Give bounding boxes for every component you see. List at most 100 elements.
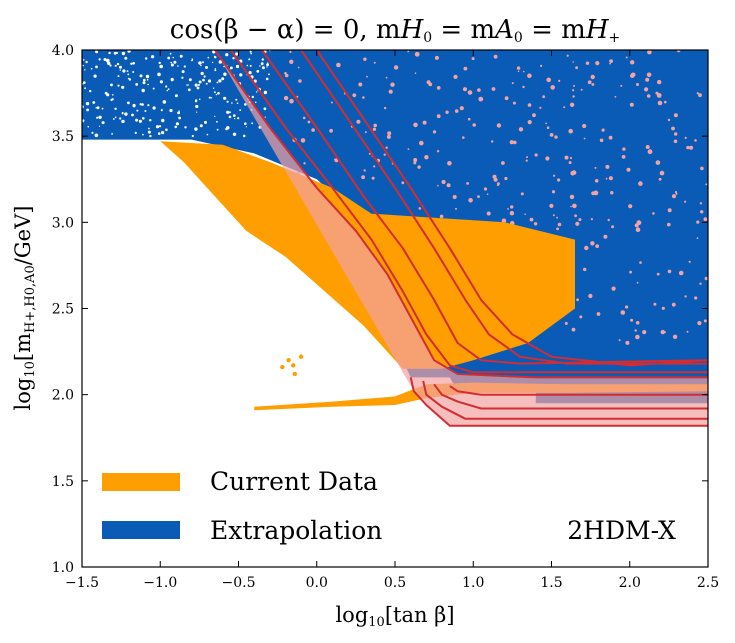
extrapolation-texture-dot (595, 61, 600, 66)
extrapolation-texture-dot (569, 156, 573, 160)
extrapolation-texture-dot (566, 54, 569, 57)
extrapolation-gap-dot (248, 71, 252, 75)
extrapolation-gap-dot (194, 127, 198, 131)
extrapolation-gap-dot (108, 51, 111, 55)
extrapolation-texture-dot (522, 85, 525, 89)
extrapolation-gap-dot (83, 81, 86, 84)
extrapolation-texture-dot (699, 202, 703, 205)
extrapolation-gap-dot (111, 133, 113, 135)
current-data-point (244, 173, 249, 179)
extrapolation-gap-dot (236, 102, 239, 104)
extrapolation-gap-dot (90, 67, 93, 70)
extrapolation-texture-dot (607, 218, 610, 222)
extrapolation-texture-dot (539, 106, 542, 109)
extrapolation-gap-dot (261, 58, 264, 61)
extrapolation-texture-dot (635, 334, 640, 340)
extrapolation-gap-dot (103, 58, 107, 61)
extrapolation-gap-dot (261, 66, 265, 70)
extrapolation-gap-dot (139, 74, 143, 78)
extrapolation-gap-dot (239, 109, 242, 111)
extrapolation-texture-dot (659, 170, 665, 176)
extrapolation-gap-dot (134, 131, 137, 134)
extrapolation-texture-dot (656, 93, 662, 98)
extrapolation-gap-dot (161, 131, 165, 135)
extrapolation-texture-dot (636, 281, 639, 284)
extrapolation-texture-dot (618, 339, 621, 342)
extrapolation-texture-dot (441, 179, 446, 185)
extrapolation-texture-dot (652, 212, 655, 215)
extrapolation-texture-dot (371, 176, 375, 180)
extrapolation-texture-dot (667, 269, 672, 274)
contour-line (229, 50, 708, 374)
extrapolation-texture-dot (608, 176, 614, 181)
extrapolation-texture-dot (509, 140, 514, 145)
extrapolation-texture-dot (390, 82, 395, 87)
extrapolation-texture-dot (518, 127, 524, 132)
extrapolation-texture-dot (419, 140, 424, 146)
extrapolation-gap-dot (145, 57, 148, 60)
extrapolation-gap-dot (203, 75, 206, 78)
current-data-region (160, 50, 708, 426)
extrapolation-texture-dot (646, 94, 651, 98)
extrapolation-texture-dot (407, 50, 410, 53)
y-tick-label: 1.5 (52, 474, 74, 490)
extrapolation-gap-dot (121, 85, 125, 89)
extrapolation-gap-dot (101, 107, 104, 110)
extrapolation-texture-dot (546, 126, 550, 129)
extrapolation-texture-dot (517, 70, 520, 72)
extrapolation-gap-dot (170, 63, 174, 67)
extrapolation-gap-dot (131, 113, 134, 117)
extrapolation-gap-dot (128, 78, 132, 81)
extrapolation-gap-dot (110, 98, 113, 102)
extrapolation-gap-dot (223, 72, 227, 76)
extrapolation-gap-dot (211, 61, 214, 64)
extrapolation-gap-dot (233, 117, 236, 120)
extrapolation-gap-dot (198, 80, 202, 84)
extrapolation-gap-dot (170, 61, 172, 64)
extrapolation-gap-dot (251, 122, 254, 125)
extrapolation-texture-dot (698, 93, 702, 98)
extrapolation-gap-dot (232, 132, 237, 136)
extrapolation-texture-dot (496, 184, 499, 187)
extrapolation-texture-dot (634, 329, 637, 332)
extrapolation-gap-dot (259, 65, 261, 67)
extrapolation-texture-dot (454, 109, 459, 113)
extrapolation-texture-dot (373, 61, 376, 64)
extrapolation-texture-dot (658, 178, 661, 181)
extrapolation-gap-dot (162, 100, 167, 104)
extrapolation-texture-dot (647, 149, 653, 155)
x-tick-label: 1.0 (462, 575, 484, 591)
extrapolation-texture-dot (455, 207, 457, 210)
extrapolation-gap-dot (96, 116, 99, 119)
extrapolation-gap-dot (91, 131, 94, 134)
extrapolation-gap-dot (186, 84, 188, 86)
extrapolation-gap-dot (207, 56, 210, 59)
extrapolation-texture-dot (703, 319, 707, 323)
extrapolation-texture-dot (671, 126, 675, 131)
x-ticks: −1.5 −1.0 −0.5 0.0 0.5 1.0 1.5 2.0 2.5 (65, 50, 719, 591)
extrapolation-gap-dot (266, 66, 268, 68)
extrapolation-texture-dot (383, 106, 387, 110)
extrapolation-gap-dot (208, 96, 211, 99)
current-data-point (205, 154, 210, 160)
extrapolation-texture-dot (513, 140, 517, 145)
extrapolation-gap-dot (95, 50, 99, 54)
extrapolation-gap-dot (260, 62, 264, 66)
extrapolation-texture-dot (507, 208, 509, 210)
extrapolation-gap-dot (226, 110, 230, 114)
extrapolation-gap-dot (183, 65, 186, 68)
extrapolation-gap-dot (216, 120, 218, 123)
extrapolation-texture-dot (699, 282, 702, 285)
extrapolation-gap-dot (95, 65, 98, 69)
x-tick-label: −1.5 (65, 575, 99, 591)
extrapolation-texture-dot (491, 140, 494, 143)
extrapolation-gap-dot (84, 69, 86, 71)
extrapolation-texture-dot (611, 225, 615, 229)
extrapolation-texture-dot (452, 195, 457, 199)
extrapolation-gap-dot (151, 55, 155, 59)
extrapolation-gap-dot (142, 133, 144, 136)
extrapolation-gap-dot (178, 110, 180, 112)
extrapolation-gap-dot (228, 115, 232, 119)
extrapolation-texture-dot (520, 192, 524, 196)
extrapolation-texture-dot (630, 60, 635, 65)
